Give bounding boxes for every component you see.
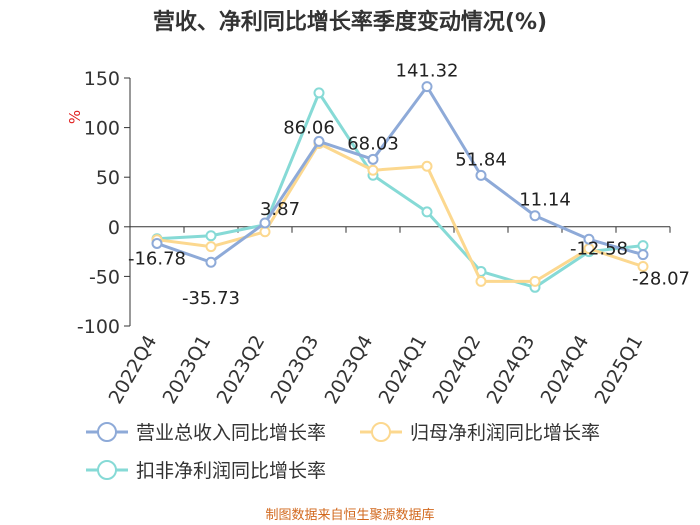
y-tick-label: 0 (108, 217, 120, 239)
x-tick-label: 2024Q1 (375, 332, 432, 408)
x-tick-label: 2024Q3 (483, 332, 540, 408)
x-tick-label: 2022Q4 (105, 332, 162, 408)
y-tick-label: -50 (89, 266, 120, 288)
data-point (313, 135, 325, 147)
data-point (637, 260, 649, 272)
data-label: -16.78 (128, 248, 186, 269)
data-point (421, 81, 433, 93)
source-note: 制图数据来自恒生聚源数据库 (265, 508, 435, 523)
legend-label: 扣非净利润同比增长率 (136, 460, 326, 482)
data-point (205, 230, 217, 242)
legend-marker (97, 460, 117, 480)
data-point (367, 153, 379, 165)
x-tick-label: 2024Q4 (537, 332, 594, 408)
data-point (529, 275, 541, 287)
y-tick-label: 50 (96, 167, 120, 189)
data-label: 51.84 (455, 149, 507, 170)
data-label: -28.07 (632, 269, 690, 290)
legend-label: 归母净利润同比增长率 (410, 422, 600, 444)
y-tick-label: -100 (77, 316, 120, 338)
legend-marker (97, 422, 117, 442)
data-label: 3.87 (260, 199, 300, 220)
data-point (421, 160, 433, 172)
data-label: 68.03 (347, 133, 399, 154)
data-point (637, 240, 649, 252)
data-point (259, 217, 271, 229)
data-label: 11.14 (519, 190, 571, 211)
x-tick-label: 2024Q2 (429, 332, 486, 408)
legend-marker (371, 422, 391, 442)
data-point (313, 87, 325, 99)
data-point (529, 210, 541, 222)
data-point (205, 241, 217, 253)
data-label: 86.06 (283, 117, 335, 138)
data-point (367, 164, 379, 176)
data-point (259, 226, 271, 238)
series-line (156, 141, 644, 283)
legend-label: 营业总收入同比增长率 (136, 422, 326, 444)
series-line (156, 85, 644, 264)
data-point (421, 206, 433, 218)
y-axis-label: % (66, 110, 84, 124)
data-label: 141.32 (396, 61, 459, 82)
y-tick-label: 150 (84, 68, 120, 90)
data-label: -12.58 (570, 238, 628, 259)
x-tick-label: 2025Q1 (591, 332, 648, 408)
data-point (205, 256, 217, 268)
data-point (475, 169, 487, 181)
x-tick-label: 2023Q1 (159, 332, 216, 408)
data-point (637, 249, 649, 261)
x-tick-label: 2023Q2 (213, 332, 270, 408)
data-label: -35.73 (182, 288, 240, 309)
chart-title: 营收、净利同比增长率季度变动情况(%) (152, 10, 548, 35)
data-point (475, 275, 487, 287)
series-line (156, 91, 644, 289)
x-tick-label: 2023Q3 (267, 332, 324, 408)
data-point (583, 233, 595, 245)
x-tick-label: 2023Q4 (321, 332, 378, 408)
y-tick-label: 100 (84, 118, 120, 140)
data-point (151, 237, 163, 249)
